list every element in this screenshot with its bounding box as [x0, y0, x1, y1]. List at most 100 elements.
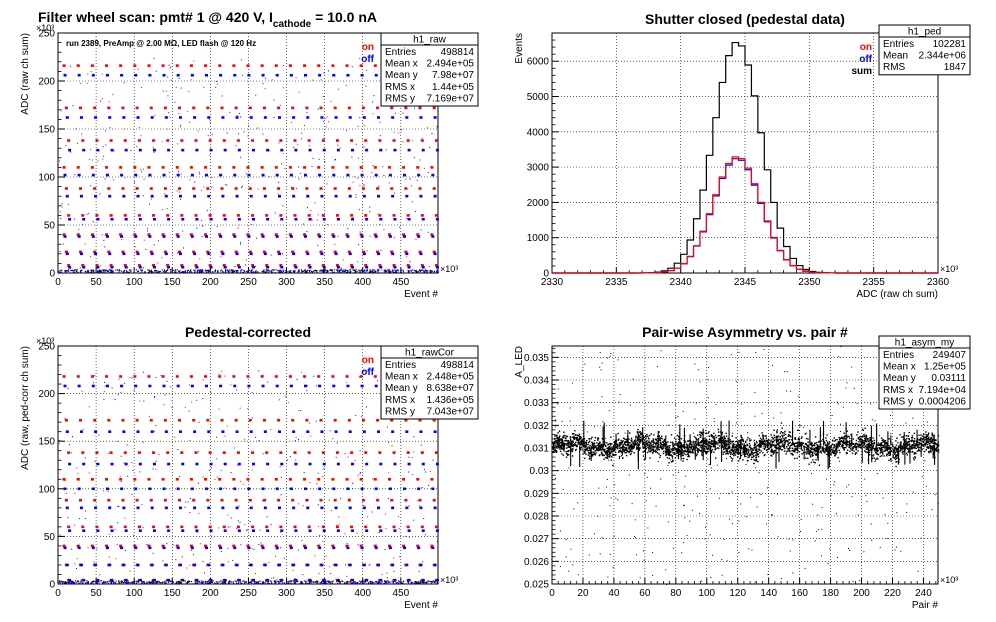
stats-value: 102281: [933, 39, 967, 50]
data-point-off: [435, 529, 439, 532]
data-point-off: [334, 116, 338, 119]
baseline-point: [274, 581, 276, 583]
data-point-on: [262, 106, 266, 110]
data-point-off: [287, 459, 289, 461]
baseline-point: [283, 269, 285, 271]
data-point-on: [319, 187, 323, 190]
data-point-off: [296, 379, 298, 381]
data-point-off: [178, 191, 180, 193]
baseline-point: [200, 271, 202, 273]
data-point: [772, 438, 774, 440]
data-point-off: [379, 217, 383, 221]
data-point-on: [301, 371, 303, 373]
data-point: [867, 443, 869, 445]
data-point: [750, 439, 752, 441]
data-point: [764, 454, 766, 456]
data-point-off: [96, 548, 98, 550]
baseline-point: [59, 271, 61, 274]
data-point-on: [274, 233, 278, 236]
data-point: [724, 447, 726, 450]
data-point-off: [240, 544, 242, 546]
data-point: [810, 461, 813, 464]
baseline-point: [227, 270, 229, 273]
y-tick-label: 50: [44, 221, 56, 232]
data-point-on: [364, 525, 368, 529]
data-point-off: [379, 148, 383, 152]
stats-value: 7.98e+07: [432, 70, 474, 81]
x-tick-label: 0: [549, 588, 555, 599]
data-point: [621, 443, 623, 445]
data-point: [750, 454, 752, 456]
data-point: [687, 446, 689, 449]
data-point: [935, 449, 938, 451]
data-point-on: [239, 407, 241, 409]
baseline-point: [407, 270, 409, 272]
data-point: [749, 444, 751, 447]
data-point: [710, 439, 713, 442]
data-point-off: [332, 384, 336, 388]
data-point-on: [67, 451, 71, 454]
data-point-off: [123, 462, 125, 464]
data-point-on: [169, 386, 171, 388]
data-point-on: [409, 178, 411, 180]
data-point-on: [180, 525, 184, 529]
data-point-on: [308, 527, 310, 529]
baseline-point: [222, 270, 224, 273]
baseline-point: [91, 581, 93, 583]
baseline-point: [198, 269, 200, 271]
data-point-on: [161, 166, 165, 169]
data-point-off: [237, 464, 239, 466]
data-point-on: [129, 570, 131, 572]
data-point-off: [303, 124, 305, 126]
data-point-off: [150, 506, 154, 510]
data-point-off: [124, 578, 128, 582]
data-point-off: [399, 226, 401, 228]
baseline-point: [340, 271, 342, 274]
data-point: [807, 448, 809, 450]
data-point: [654, 442, 656, 444]
data-point-on: [123, 139, 127, 142]
data-point-on: [87, 547, 89, 549]
data-point-off: [150, 175, 152, 177]
data-point-off: [318, 73, 322, 77]
data-point-on: [323, 402, 325, 404]
data-point-off: [283, 557, 285, 559]
data-point-on: [147, 477, 151, 481]
data-point-off: [237, 217, 241, 221]
data-point: [592, 447, 594, 449]
data-point-on: [135, 498, 139, 502]
data-point-off: [308, 529, 312, 532]
data-point-on: [387, 477, 391, 481]
data-point: [800, 441, 802, 444]
data-point-on: [333, 106, 337, 110]
data-point-on: [420, 264, 424, 267]
data-point: [905, 440, 907, 443]
data-point-on: [121, 187, 125, 190]
baseline-point: [332, 580, 334, 582]
data-point: [730, 452, 732, 454]
data-point-on: [102, 158, 104, 160]
data-point-on: [208, 264, 212, 267]
baseline-point: [190, 269, 192, 271]
data-point-on: [216, 458, 218, 460]
data-point-on: [147, 166, 151, 169]
data-point-on: [208, 139, 212, 142]
data-point: [774, 445, 777, 448]
data-point: [738, 449, 740, 452]
data-point: [770, 454, 772, 456]
baseline-point: [273, 269, 275, 271]
data-point: [619, 444, 622, 446]
data-point-on: [177, 143, 179, 145]
data-point-off: [249, 430, 253, 433]
data-point: [710, 434, 713, 436]
baseline-point: [177, 582, 179, 585]
y-tick-label: 50: [44, 532, 56, 543]
data-point-off: [388, 546, 392, 550]
data-point-off: [67, 517, 69, 519]
data-point-off: [162, 235, 166, 238]
data-point-off: [371, 511, 373, 513]
data-point-off: [374, 546, 378, 550]
data-point: [913, 432, 916, 435]
data-point-off: [378, 185, 380, 187]
data-point: [820, 440, 823, 442]
